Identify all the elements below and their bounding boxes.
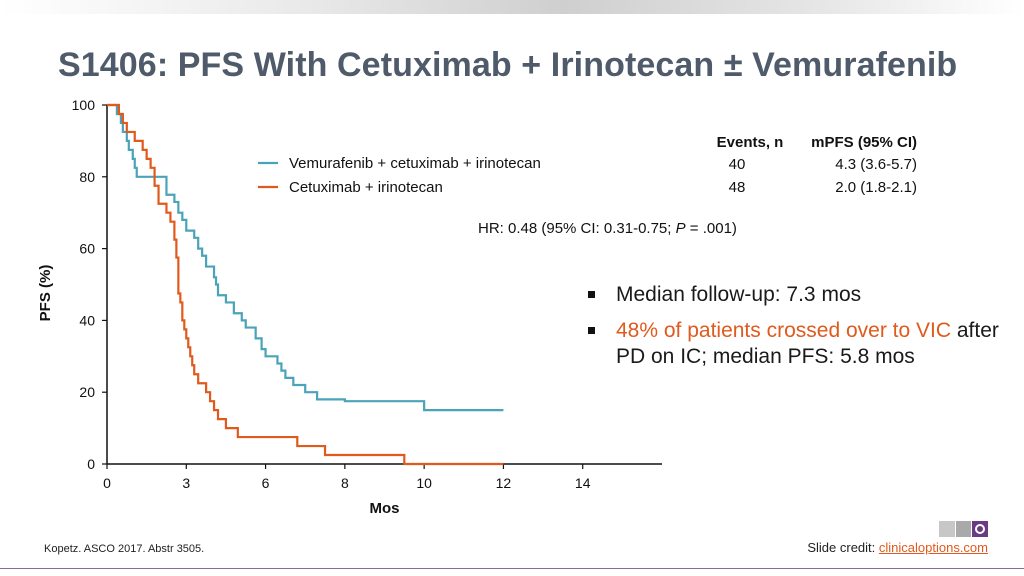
table-header: Events, n: [717, 134, 784, 151]
table-header: mPFS (95% CI): [811, 134, 917, 151]
logo-square-light: [939, 521, 955, 537]
km-curve-series-1: [107, 103, 504, 412]
x-axis-title: Mos: [370, 500, 400, 517]
logo-circle-icon: [972, 521, 989, 537]
y-axis-title: PFS (%): [37, 265, 54, 322]
chart-axes: 0 3 6 8 10 12 14 0 20 40 60 80 100 Mos PFS (%): [37, 97, 662, 517]
bullet-text-rest: after PD on IC; median PFS: 5.8 mos: [616, 319, 999, 368]
legend-label: Vemurafenib + cetuximab + irinotecan: [289, 155, 541, 172]
table-cell: 40: [729, 156, 746, 173]
slide-title: S1406: PFS With Cetuximab + Irinotecan ±…: [58, 46, 958, 84]
bullet-square-icon: [588, 327, 595, 334]
hr-text-p: P: [676, 220, 686, 237]
bullet-item-follow-up: Median follow-up: 7.3 mos: [586, 282, 1011, 308]
x-tick-label: 10: [416, 475, 432, 491]
hr-text-suffix: = .001): [686, 220, 737, 237]
citation: Kopetz. ASCO 2017. Abstr 3505.: [44, 543, 205, 555]
stats-table: Events, n mPFS (95% CI) 40 4.3 (3.6-5.7) 48 2…: [717, 134, 917, 196]
top-gradient-bar: [0, 0, 1024, 14]
hr-text-prefix: HR: 0.48 (95% CI: 0.31-0.75;: [478, 220, 676, 237]
table-cell: 4.3 (3.6-5.7): [835, 156, 917, 173]
y-tick-label: 100: [72, 97, 96, 113]
logo-square-mid: [955, 521, 972, 537]
y-tick-label: 60: [79, 241, 95, 257]
x-tick-label: 12: [496, 475, 512, 491]
y-tick-label: 80: [79, 169, 95, 185]
credit-link[interactable]: clinicaloptions.com: [878, 540, 988, 555]
y-tick-label: 0: [87, 456, 95, 472]
bullet-list: Median follow-up: 7.3 mos 48% of patient…: [586, 282, 1011, 380]
credit-prefix: Slide credit:: [807, 540, 879, 555]
x-tick-label: 8: [341, 475, 349, 491]
slide-credit: Slide credit: clinicaloptions.com: [807, 540, 988, 555]
table-cell: 48: [729, 179, 746, 196]
x-tick-label: 6: [262, 475, 270, 491]
y-tick-label: 20: [79, 384, 95, 400]
chart-legend: Vemurafenib + cetuximab + irinotecan Cetu…: [258, 155, 541, 196]
bullet-square-icon: [588, 291, 595, 298]
legend-label: Cetuximab + irinotecan: [289, 179, 443, 196]
x-tick-label: 3: [182, 475, 190, 491]
km-curve-series-2: [107, 103, 504, 466]
clinical-options-logo: [939, 521, 989, 537]
y-tick-label: 40: [79, 312, 95, 328]
bullet-accent-text: 48% of patients crossed over to VIC: [616, 319, 952, 342]
hr-annotation: HR: 0.48 (95% CI: 0.31-0.75; P = .001): [478, 220, 737, 237]
x-tick-label: 14: [575, 475, 591, 491]
x-tick-label: 0: [103, 475, 111, 491]
bullet-item-crossover: 48% of patients crossed over to VIC afte…: [586, 318, 1011, 370]
footer-divider: [0, 568, 1024, 569]
bullet-text: Median follow-up: 7.3 mos: [616, 283, 862, 306]
chart-curves: [107, 103, 504, 466]
table-cell: 2.0 (1.8-2.1): [835, 179, 917, 196]
